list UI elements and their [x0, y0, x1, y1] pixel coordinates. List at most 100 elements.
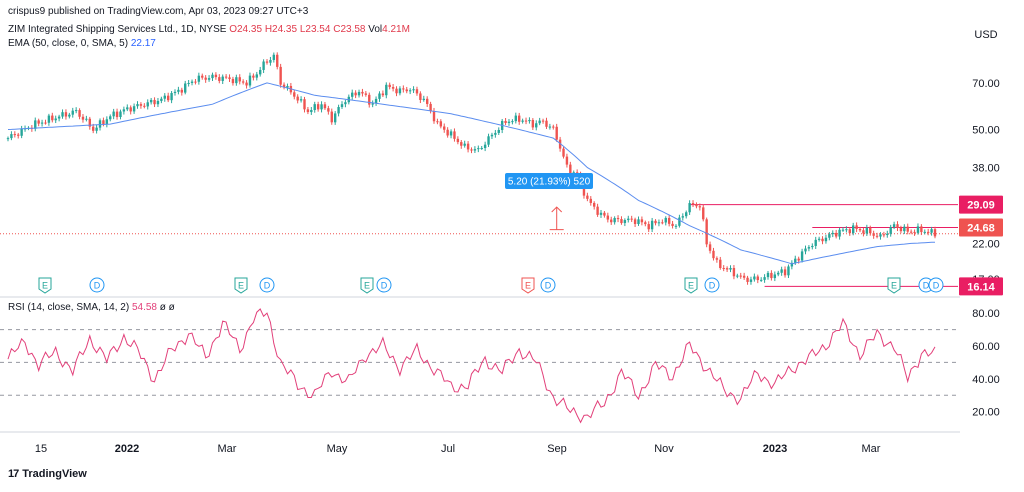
- x-tick-label: Sep: [547, 443, 567, 455]
- candle: [276, 54, 279, 67]
- candle: [92, 126, 95, 131]
- candle: [460, 142, 463, 146]
- candle: [17, 134, 20, 136]
- candle: [453, 131, 456, 139]
- candle: [725, 268, 729, 270]
- candle: [463, 143, 466, 146]
- tradingview-logo[interactable]: 17 TradingView: [8, 468, 87, 480]
- candle: [592, 202, 596, 207]
- candle: [378, 93, 381, 99]
- candle: [74, 110, 78, 112]
- candle: [388, 84, 391, 88]
- price-tag: [959, 277, 1003, 296]
- candle: [156, 100, 160, 105]
- candle: [599, 212, 603, 215]
- event-marker-label: D: [923, 281, 930, 291]
- candle: [436, 121, 439, 123]
- earnings-marker: [521, 277, 535, 294]
- candle: [258, 69, 262, 75]
- dividend-marker: [376, 277, 392, 293]
- open-value: O24.35: [229, 24, 263, 35]
- event-marker-label: E: [364, 281, 370, 291]
- candle: [337, 107, 340, 114]
- candle: [385, 84, 388, 96]
- candle: [190, 81, 194, 83]
- candle: [483, 144, 487, 149]
- candle: [351, 92, 354, 97]
- candle: [892, 224, 896, 228]
- candle: [524, 120, 528, 122]
- event-marker-label: E: [525, 281, 531, 291]
- candle: [153, 99, 156, 105]
- candle: [214, 74, 218, 78]
- candle: [555, 126, 558, 140]
- candle: [913, 231, 916, 233]
- candle: [443, 126, 446, 130]
- candle: [136, 104, 139, 107]
- candle: [783, 269, 787, 276]
- candle: [20, 128, 23, 136]
- candle: [54, 118, 57, 121]
- ema-line: EMA (50, close, 0, SMA, 5) 22.17: [8, 38, 156, 49]
- candle: [930, 229, 933, 233]
- candle: [889, 227, 892, 234]
- candle: [477, 148, 480, 150]
- currency-label: USD: [974, 29, 997, 41]
- candle: [170, 93, 173, 101]
- candle: [64, 112, 68, 117]
- candle: [71, 110, 74, 115]
- candle: [657, 222, 661, 224]
- candle: [640, 219, 644, 223]
- candle: [664, 217, 667, 223]
- dividend-marker: [928, 277, 944, 293]
- rsi-line: [7, 308, 936, 424]
- candle: [862, 230, 865, 234]
- candle: [671, 223, 674, 226]
- candle: [521, 120, 524, 122]
- dividend-marker: [259, 277, 275, 293]
- candle: [221, 76, 224, 81]
- event-marker-label: D: [545, 281, 552, 291]
- candle: [647, 224, 650, 230]
- candle: [616, 218, 620, 220]
- measure-arrow-head: [551, 206, 563, 213]
- candle: [753, 276, 756, 280]
- candle: [310, 110, 313, 113]
- candle: [327, 108, 330, 112]
- candle: [85, 118, 88, 120]
- candle: [419, 93, 422, 100]
- candle: [316, 104, 320, 110]
- candle: [627, 218, 630, 221]
- candle: [412, 89, 415, 91]
- candle: [425, 98, 429, 104]
- candle: [572, 172, 575, 174]
- candle: [211, 74, 214, 79]
- candle: [667, 217, 671, 224]
- candle: [681, 216, 685, 218]
- x-tick-label: 2023: [763, 443, 787, 455]
- rsi-extra: ø ø: [159, 302, 175, 313]
- candle: [13, 134, 17, 136]
- candle: [821, 238, 824, 242]
- candle: [432, 110, 436, 122]
- candle: [306, 109, 310, 113]
- candle: [848, 229, 851, 234]
- candle: [817, 238, 821, 240]
- candle: [330, 111, 333, 123]
- candle: [184, 83, 187, 93]
- candle: [40, 122, 44, 124]
- candle: [691, 203, 695, 205]
- price-tag-label: 29.09: [967, 200, 995, 212]
- candle: [886, 233, 889, 236]
- candle: [589, 198, 592, 203]
- candle: [804, 248, 807, 252]
- candle: [807, 247, 811, 249]
- candle: [909, 231, 913, 233]
- candle: [129, 107, 132, 112]
- candle: [180, 89, 184, 93]
- event-marker-label: D: [709, 281, 716, 291]
- candle: [344, 102, 347, 105]
- price-tag-label: 24.68: [967, 222, 995, 234]
- candle: [470, 149, 473, 151]
